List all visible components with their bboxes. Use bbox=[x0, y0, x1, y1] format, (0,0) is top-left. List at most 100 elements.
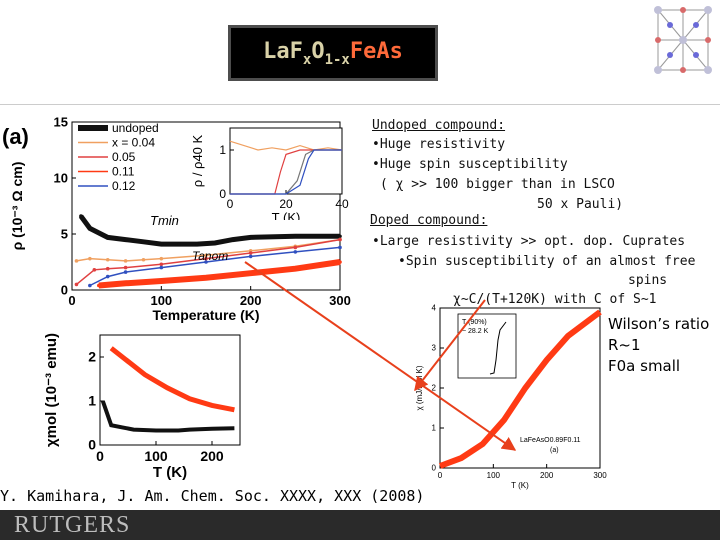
doped-bullet-1: •Large resistivity >> opt. dop. Cuprates bbox=[372, 234, 686, 249]
data-point bbox=[74, 259, 79, 263]
series-line-0-11 bbox=[98, 259, 341, 289]
wilson-ratio-value: R~1 bbox=[608, 336, 641, 354]
plot-frame bbox=[71, 121, 341, 291]
panel-label-a: (a) bbox=[550, 447, 559, 454]
susceptibility-chart: 0 100 200 0 1 2 T (K) χmol (10⁻³ emu) bbox=[43, 333, 241, 481]
x-axis-label: T (K) bbox=[272, 210, 301, 220]
data-point bbox=[159, 242, 164, 246]
data-point bbox=[123, 281, 128, 286]
y-tick-label: 1 bbox=[88, 393, 96, 409]
data-point bbox=[141, 240, 146, 244]
data-point bbox=[88, 256, 92, 261]
series-line-highlight bbox=[109, 346, 235, 413]
series-line-0-12 bbox=[230, 149, 342, 195]
slide-title: LaFxO1-xFeAs bbox=[263, 38, 403, 68]
data-point bbox=[123, 265, 128, 270]
data-point bbox=[105, 235, 110, 240]
data-point bbox=[159, 265, 164, 270]
y-tick-label: 15 bbox=[54, 114, 68, 129]
series-line-x-0-04 bbox=[76, 238, 341, 262]
x-tick-label: 200 bbox=[200, 448, 224, 464]
data-point bbox=[74, 282, 79, 287]
crystal-structure-icon bbox=[654, 6, 712, 74]
series-line-data bbox=[438, 309, 602, 469]
series-line-0-12 bbox=[89, 246, 341, 287]
data-point bbox=[231, 237, 235, 242]
y-tick-label: 4 bbox=[432, 304, 437, 313]
y-axis-label: ρ / ρ40 K bbox=[190, 134, 205, 187]
inset-annotation: T (90%) bbox=[462, 319, 487, 326]
x-tick-label: 20 bbox=[279, 197, 293, 211]
data-point bbox=[97, 283, 101, 288]
y-tick-label: 0 bbox=[219, 187, 226, 201]
x-axis-label: Temperature (K) bbox=[152, 307, 259, 323]
data-point bbox=[92, 268, 97, 272]
wilson-ratio-label: Wilson’s ratio bbox=[608, 315, 710, 333]
data-point bbox=[105, 274, 110, 279]
y-tick-label: 10 bbox=[54, 170, 68, 185]
x-tick-label: 300 bbox=[593, 471, 607, 480]
x-tick-label: 40 bbox=[335, 197, 349, 211]
data-point bbox=[213, 241, 217, 245]
data-point bbox=[159, 262, 164, 267]
data-point bbox=[141, 257, 146, 262]
undoped-bullet-4: 50 x Pauli) bbox=[537, 197, 624, 212]
data-point bbox=[293, 245, 298, 250]
x-tick-label: 100 bbox=[144, 448, 168, 464]
rutgers-logo: RUTGERS bbox=[14, 512, 131, 538]
x-tick-label: 300 bbox=[329, 293, 351, 308]
data-point bbox=[123, 259, 128, 263]
y-tick-label: 3 bbox=[432, 344, 437, 353]
susceptibility-fit-chart: 0 100 200 300 0 1 2 3 4 T (K) χ (mJ/mol K) T (90%) ~… bbox=[415, 304, 607, 490]
data-point bbox=[204, 256, 208, 261]
data-point bbox=[293, 250, 298, 254]
curie-weiss-law: χ~C/(T+120K) with C of S~1 bbox=[453, 292, 657, 307]
data-point bbox=[79, 214, 83, 218]
annotation-tanom: Tanom bbox=[192, 249, 228, 263]
y-tick-label: 2 bbox=[88, 349, 96, 365]
data-point bbox=[105, 257, 110, 262]
x-tick-label: 0 bbox=[438, 471, 443, 480]
x-axis-label: T (K) bbox=[511, 481, 529, 490]
data-point bbox=[88, 226, 92, 231]
y-axis-label: χmol (10⁻³ emu) bbox=[43, 333, 60, 447]
data-point bbox=[159, 279, 164, 283]
citation: Y. Kamihara, J. Am. Chem. Soc. XXXX, XXX… bbox=[0, 487, 425, 505]
data-point bbox=[204, 253, 208, 258]
series-line-x-0-04 bbox=[229, 140, 343, 151]
inset-annotation: ~ 28.2 K bbox=[462, 328, 489, 335]
data-point bbox=[248, 235, 253, 240]
x-tick-label: 200 bbox=[540, 471, 554, 480]
plot-frame bbox=[229, 127, 343, 195]
data-point bbox=[177, 242, 181, 246]
data-point bbox=[248, 254, 253, 259]
x-tick-label: 100 bbox=[487, 471, 501, 480]
data-point bbox=[159, 256, 164, 261]
y-tick-label: 2 bbox=[432, 384, 437, 393]
x-tick-label: 100 bbox=[150, 293, 172, 308]
data-point bbox=[105, 266, 110, 271]
data-point bbox=[338, 237, 342, 242]
series-line-undoped bbox=[100, 400, 235, 433]
legend-label: x = 0.04 bbox=[112, 136, 155, 150]
y-tick-label: 1 bbox=[432, 424, 437, 433]
legend-label: undoped bbox=[112, 121, 159, 135]
undoped-bullet-3: ( χ >> 100 bigger than in LSCO bbox=[380, 177, 615, 192]
data-point bbox=[338, 234, 342, 239]
legend-label: 0.11 bbox=[112, 165, 135, 179]
undoped-heading: Undoped compound: bbox=[372, 118, 506, 133]
x-tick-label: 0 bbox=[96, 448, 104, 464]
x-tick-label: 200 bbox=[240, 293, 262, 308]
resistivity-inset-chart: 0 20 40 0 1 T (K) ρ / ρ40 K bbox=[190, 127, 349, 220]
data-point bbox=[293, 234, 298, 239]
annotation-tmin: Tmin bbox=[150, 213, 179, 228]
x-axis-label: T (K) bbox=[153, 464, 187, 481]
data-point bbox=[248, 251, 253, 255]
data-point bbox=[123, 237, 128, 242]
data-point bbox=[338, 245, 342, 250]
plot-frame bbox=[99, 334, 241, 446]
x-tick-label: 0 bbox=[68, 293, 75, 308]
doped-bullet-3: spins bbox=[628, 273, 668, 288]
doped-heading: Doped compound: bbox=[370, 213, 488, 228]
legend-label: 0.12 bbox=[112, 179, 136, 193]
